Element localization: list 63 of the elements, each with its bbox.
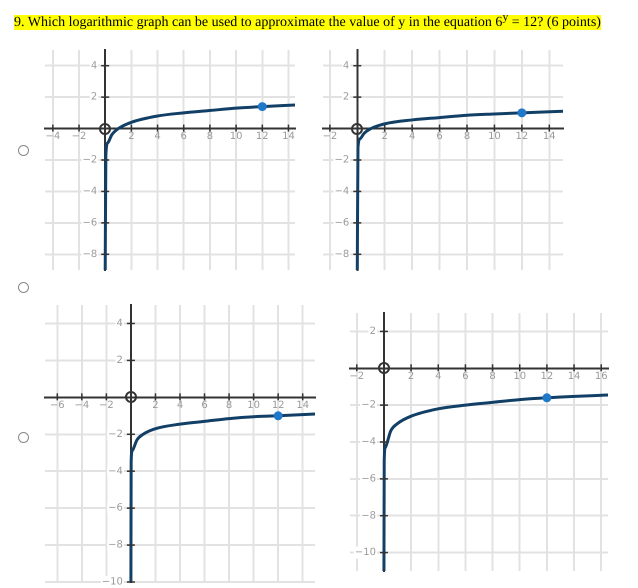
x-tick-label: 12 [256, 131, 269, 142]
x-tick-label: 16 [594, 370, 608, 382]
y-tick-label: −8 [82, 248, 98, 260]
x-tick-label: −2 [98, 400, 114, 411]
x-tick-label: 10 [230, 131, 242, 142]
y-tick-label: 2 [116, 354, 123, 366]
x-tick-label: 8 [464, 131, 470, 142]
x-tick-label: −2 [322, 131, 338, 142]
x-tick-label: 12 [540, 370, 554, 382]
y-tick-label: −2 [334, 154, 350, 166]
x-tick-label: 8 [489, 370, 496, 382]
line-series [129, 412, 316, 584]
line-series [382, 394, 610, 572]
x-tick-label: 10 [247, 400, 260, 411]
y-tick-label: 2 [342, 92, 350, 103]
x-tick-label: 6 [436, 131, 443, 142]
y-tick-label: −10 [102, 576, 123, 588]
chart-title: 9. Which logarithmic graph can be used to approximate the value of y in the equation 6$^{y}$ = 12? (6 points) [14, 10, 601, 30]
y-tick-label: 4 [116, 318, 123, 330]
y-tick-label: 4 [342, 60, 350, 72]
y-tick-label: −8 [108, 540, 123, 551]
x-tick-label: 14 [282, 131, 295, 142]
y-tick-label: −10 [354, 547, 376, 558]
y-tick-label: −4 [82, 186, 98, 198]
x-tick-label: 12 [272, 400, 285, 411]
x-tick-label: 2 [128, 131, 135, 142]
y-tick-label: 2 [370, 326, 376, 338]
x-tick-label: 14 [542, 131, 556, 142]
x-tick-label: 4 [408, 131, 416, 142]
y-tick-label: −8 [334, 248, 350, 260]
x-tick-label: 2 [408, 370, 414, 382]
y-tick-label: −2 [82, 154, 98, 166]
x-tick-label: 2 [152, 400, 159, 411]
y-tick-label: −4 [361, 436, 376, 448]
x-tick-label: 2 [382, 131, 388, 142]
y-tick-label: −2 [108, 428, 123, 440]
x-tick-label: −4 [74, 400, 90, 411]
line-series [356, 110, 564, 272]
x-tick-label: 6 [201, 400, 208, 411]
x-tick-label: 8 [226, 400, 232, 411]
y-tick-label: −4 [334, 186, 350, 198]
y-tick-label: −4 [108, 466, 123, 477]
x-tick-label: 4 [435, 370, 442, 382]
x-tick-label: 8 [206, 131, 214, 142]
x-tick-label: 4 [176, 400, 184, 411]
x-tick-label: 12 [515, 131, 528, 142]
y-tick-label: 4 [90, 60, 98, 72]
x-tick-label: 4 [154, 131, 161, 142]
x-tick-label: 10 [488, 131, 501, 142]
y-tick-label: −6 [334, 217, 350, 228]
y-tick-label: −6 [108, 502, 123, 514]
x-tick-label: −4 [45, 131, 60, 142]
x-tick-label: 6 [180, 131, 187, 142]
x-tick-label: −2 [72, 131, 86, 142]
y-tick-label: −8 [361, 510, 376, 522]
y-tick-label: −6 [82, 217, 98, 228]
y-tick-label: 2 [90, 92, 98, 103]
x-tick-label: 10 [513, 370, 526, 382]
y-tick-label: −6 [361, 473, 376, 484]
x-tick-label: 14 [296, 400, 310, 411]
x-tick-label: 14 [568, 370, 580, 382]
x-tick-label: −6 [50, 400, 65, 411]
x-tick-label: 6 [462, 370, 469, 382]
